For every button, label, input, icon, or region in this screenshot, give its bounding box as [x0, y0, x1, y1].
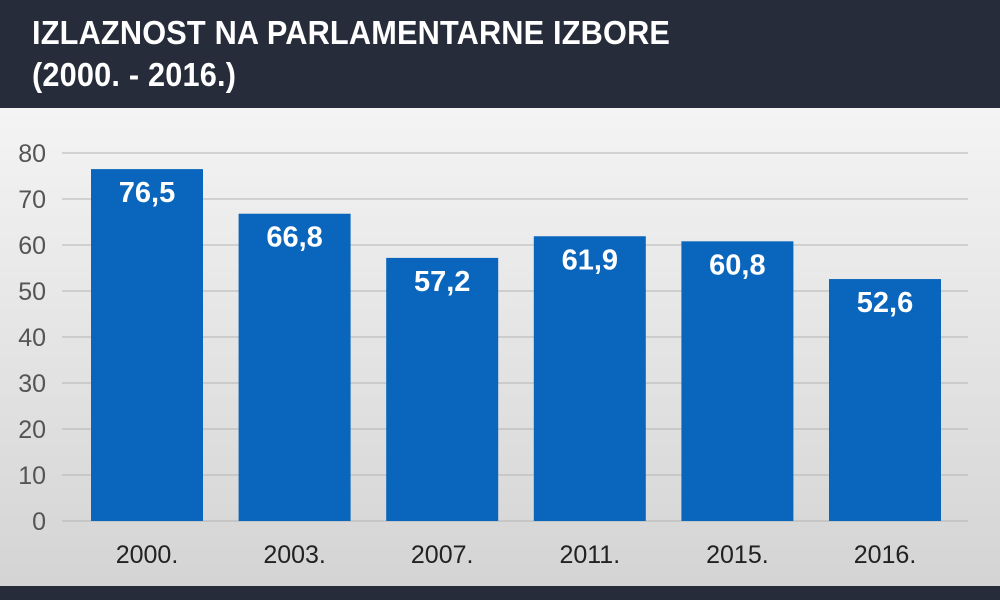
x-tick-label: 2011. [559, 541, 620, 569]
x-tick-label: 2000. [116, 541, 179, 569]
bar-chart: 0 10 20 30 40 50 60 70 80 76,5 2000. 66,8 2003. 57,2 2… [18, 140, 968, 569]
bar [386, 257, 499, 521]
bar [533, 236, 646, 521]
bar-value-label: 76,5 [119, 177, 175, 209]
y-tick-label: 40 [18, 324, 46, 352]
bar [681, 241, 794, 521]
y-tick-label: 10 [18, 462, 46, 490]
x-tick-label: 2003. [263, 541, 326, 569]
y-tick-label: 0 [32, 508, 46, 536]
chart-title: IZLAZNOST NA PARLAMENTARNE IZBORE [32, 14, 671, 51]
bar-value-label: 66,8 [266, 222, 322, 254]
x-tick-label: 2016. [854, 541, 917, 569]
bar-value-label: 60,8 [709, 249, 765, 281]
y-tick-label: 70 [18, 186, 46, 214]
y-tick-label: 80 [18, 140, 46, 168]
chart-panel: 0 10 20 30 40 50 60 70 80 76,5 2000. 66,8 2003. 57,2 2… [0, 108, 1000, 586]
x-tick-label: 2007. [411, 541, 474, 569]
bar-value-label: 61,9 [562, 244, 618, 276]
chart-subtitle: (2000. - 2016.) [32, 56, 237, 93]
x-tick-label: 2015. [706, 541, 769, 569]
y-tick-label: 50 [18, 278, 46, 306]
bar-value-label: 52,6 [857, 287, 913, 319]
y-tick-label: 20 [18, 416, 46, 444]
footer-bar [0, 586, 1000, 600]
bar-value-label: 57,2 [414, 266, 470, 298]
bar [238, 213, 351, 521]
bar [829, 279, 941, 521]
bar [91, 169, 203, 521]
chart-header: IZLAZNOST NA PARLAMENTARNE IZBORE (2000.… [0, 0, 1000, 108]
y-tick-label: 30 [18, 370, 46, 398]
y-tick-label: 60 [18, 232, 46, 260]
